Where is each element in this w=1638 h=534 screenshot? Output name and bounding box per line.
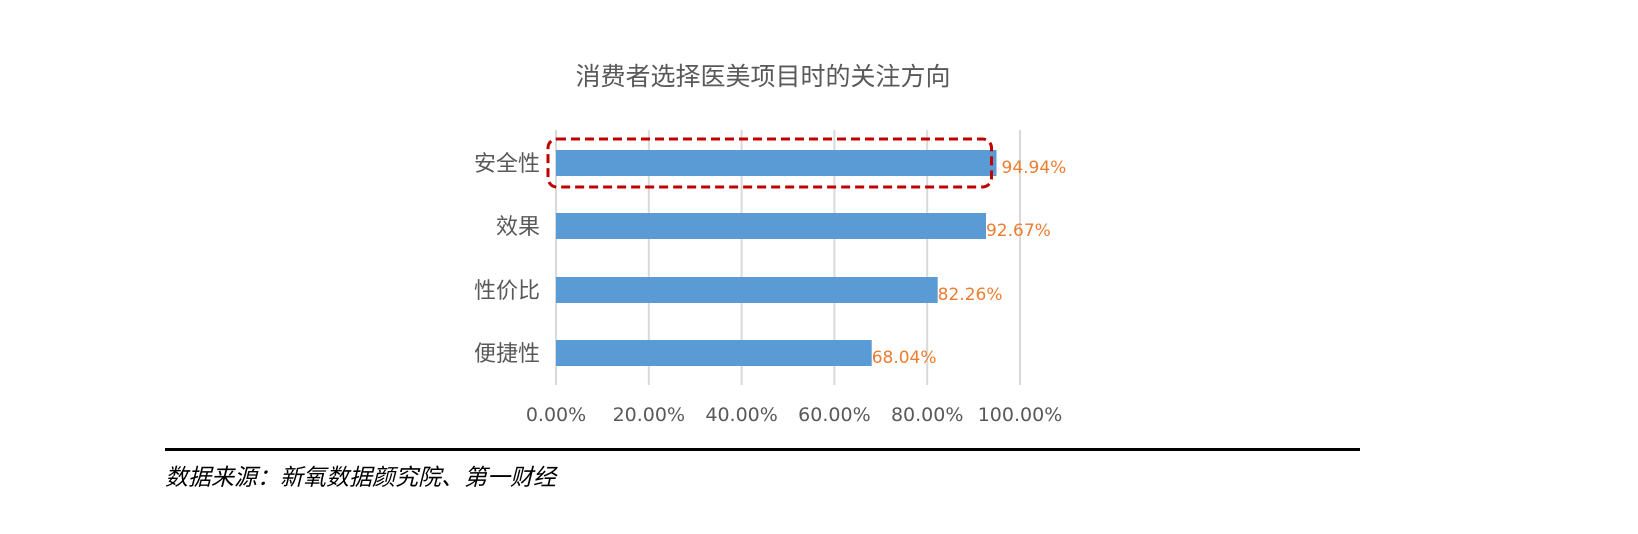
bar [556,150,997,176]
data-label: 68.04% [872,348,937,368]
data-label: 94.94% [1002,158,1067,178]
x-tick-label: 100.00% [978,404,1063,426]
x-tick-label: 20.00% [613,404,685,426]
category-label: 便捷性 [474,342,540,367]
x-tick-label: 0.00% [526,404,586,426]
data-label: 82.26% [938,285,1003,305]
bar [556,213,986,239]
x-tick-label: 60.00% [798,404,870,426]
x-tick-label: 40.00% [705,404,777,426]
x-tick-labels: 0.00% 20.00% 40.00% 60.00% 80.00% 100.00% [526,404,1062,426]
bars [556,150,997,366]
x-tick-label: 80.00% [891,404,963,426]
highlight-box [546,137,994,189]
data-label: 92.67% [986,221,1051,241]
source-divider [165,448,1360,451]
category-label: 性价比 [474,279,540,304]
highlight-annotation [546,137,994,189]
data-labels: 94.94% 92.67% 82.26% 68.04% [872,158,1067,368]
bar [556,340,872,366]
bar [556,277,938,303]
category-label: 效果 [496,215,540,240]
category-label: 安全性 [474,152,540,177]
source-note: 数据来源：新氧数据颜究院、第一财经 [165,465,556,491]
chart-title: 消费者选择医美项目时的关注方向 [575,62,950,91]
